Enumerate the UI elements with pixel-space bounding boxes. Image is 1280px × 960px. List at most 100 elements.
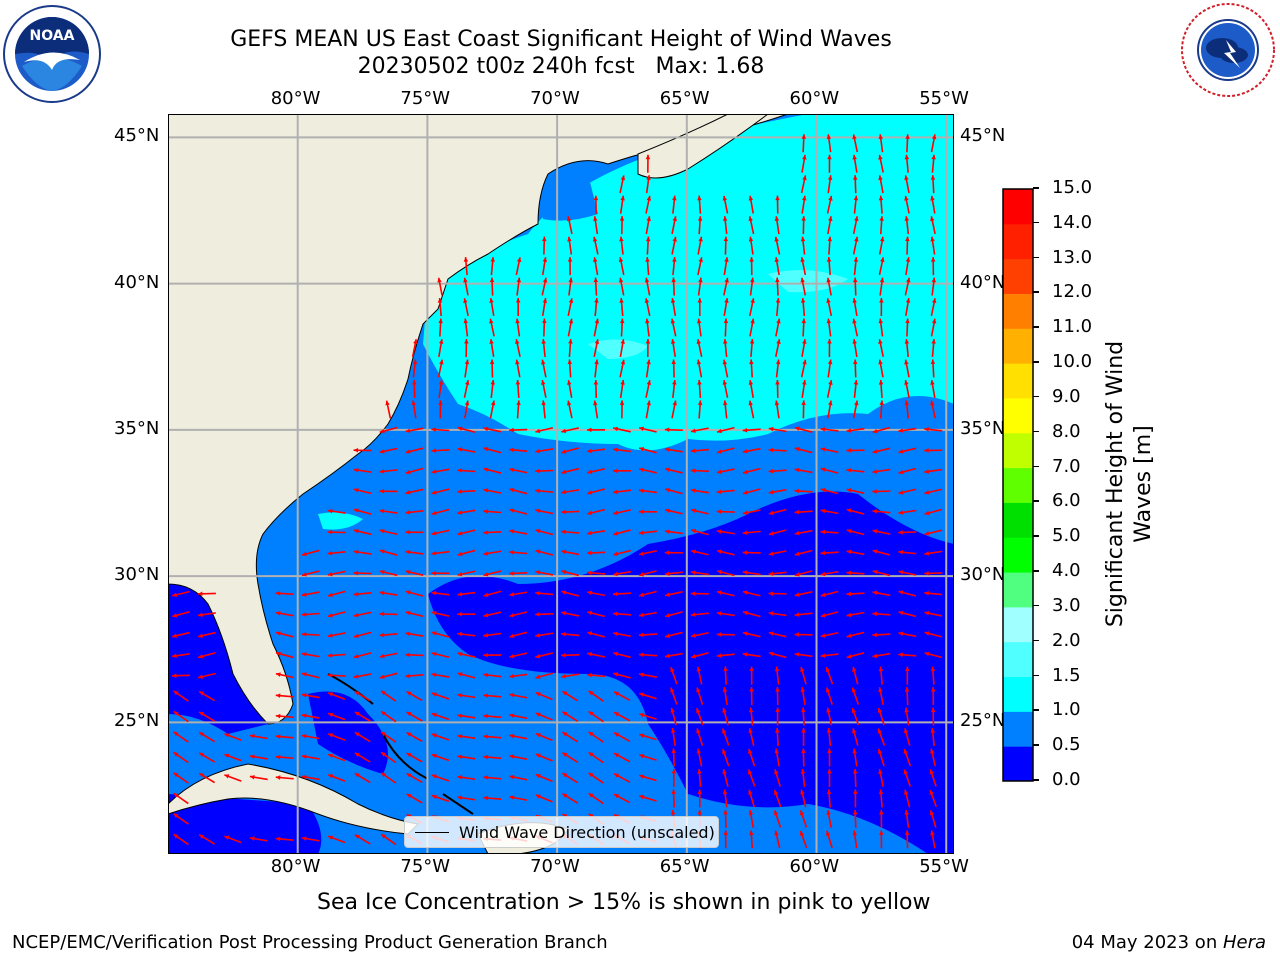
wave-direction-arrow — [535, 672, 554, 679]
wave-direction-arrow — [587, 610, 605, 618]
wave-direction-arrow — [613, 549, 631, 557]
wave-direction-arrow — [846, 427, 865, 433]
wave-direction-arrow — [464, 338, 469, 358]
colorbar-segment — [1003, 676, 1033, 712]
wave-direction-arrow — [671, 216, 677, 235]
wave-direction-arrow — [567, 298, 574, 317]
wave-direction-arrow — [872, 529, 891, 535]
colorbar-segment — [1003, 189, 1033, 225]
wave-direction-arrow — [515, 359, 521, 378]
wave-direction-arrow — [457, 754, 476, 760]
land-us-east-coast — [168, 114, 789, 725]
wave-direction-arrow — [645, 195, 652, 214]
wave-direction-arrow — [930, 318, 937, 337]
wave-direction-arrow — [800, 359, 807, 378]
wave-direction-arrow — [768, 529, 787, 536]
legend-line-swatch — [415, 831, 449, 833]
wave-direction-arrow — [801, 748, 806, 767]
wave-direction-arrow — [826, 809, 832, 828]
wave-direction-arrow — [509, 631, 528, 638]
wave-direction-arrow — [872, 447, 891, 454]
y-tick-label: 40°N — [114, 271, 160, 293]
wave-direction-arrow — [405, 447, 424, 454]
wave-direction-arrow — [697, 298, 703, 317]
wave-direction-arrow — [930, 830, 936, 849]
wave-direction-arrow — [878, 195, 884, 214]
wave-direction-arrow — [846, 508, 865, 515]
wave-direction-arrow — [774, 830, 781, 849]
colorbar-tick-label: 6.0 — [1052, 490, 1081, 512]
y-tick-label: 45°N — [960, 125, 1006, 147]
wave-direction-arrow — [878, 359, 884, 378]
wave-direction-arrow — [594, 359, 599, 378]
wave-direction-arrow — [930, 666, 936, 685]
wave-direction-arrow — [535, 427, 554, 434]
colorbar-label: Significant Height of Wind Waves [m] — [1102, 341, 1158, 627]
wave-direction-arrow — [930, 359, 936, 378]
wave-direction-arrow — [405, 549, 424, 555]
wave-direction-arrow — [587, 427, 606, 433]
wave-direction-arrow — [690, 612, 709, 617]
colorbar-tick — [1033, 221, 1039, 224]
wave-direction-arrow — [639, 713, 657, 720]
wave-direction-arrow — [800, 666, 807, 685]
wave-direction-arrow — [722, 359, 729, 378]
wave-direction-arrow — [826, 257, 832, 276]
colorbar-segment — [1003, 641, 1033, 678]
wave-direction-arrow — [853, 195, 859, 214]
wave-direction-arrow — [898, 509, 917, 515]
wave-direction-arrow — [593, 216, 599, 235]
wave-direction-arrow — [639, 794, 657, 802]
wave-direction-arrow — [301, 570, 320, 577]
wave-direction-arrow — [827, 175, 833, 194]
wave-direction-arrow — [924, 631, 943, 638]
colorbar-tick-label: 3.0 — [1052, 594, 1081, 616]
colorbar-tick-label: 10.0 — [1052, 351, 1093, 373]
wave-direction-arrow — [924, 611, 943, 617]
wave-direction-arrow — [613, 772, 631, 783]
colorbar-tick — [1033, 535, 1039, 537]
wave-direction-arrow — [197, 612, 216, 618]
wave-direction-arrow — [898, 530, 917, 535]
wave-direction-arrow — [405, 590, 424, 597]
wave-direction-arrow — [353, 570, 372, 576]
wave-direction-arrow — [301, 652, 320, 658]
wave-direction-arrow — [645, 216, 651, 235]
wave-direction-arrow — [827, 400, 833, 419]
wave-direction-arrow — [619, 359, 626, 378]
wave-direction-arrow — [509, 487, 528, 495]
wave-direction-arrow — [846, 448, 865, 453]
wave-direction-arrow — [438, 379, 444, 398]
colorbar-tick — [1033, 709, 1039, 711]
wave-direction-arrow — [431, 488, 450, 495]
wave-direction-arrow — [437, 359, 444, 378]
wave-direction-arrow — [671, 748, 676, 767]
wave-direction-arrow — [457, 468, 476, 473]
wave-direction-arrow — [405, 509, 424, 515]
wave-direction-arrow — [670, 338, 677, 358]
wave-direction-arrow — [903, 748, 912, 767]
wave-direction-arrow — [645, 400, 651, 419]
wave-direction-arrow — [904, 707, 910, 726]
wave-direction-arrow — [827, 236, 833, 255]
chart-subtitle: 20230502 t00z 240h fcst Max: 1.68 — [357, 54, 765, 79]
wave-direction-arrow — [431, 529, 450, 536]
colorbar-tick-label: 7.0 — [1052, 455, 1081, 477]
wave-direction-arrow — [852, 768, 858, 787]
wave-direction-arrow — [794, 509, 813, 515]
wave-direction-arrow — [249, 754, 268, 760]
colorbar-tick — [1033, 187, 1039, 189]
wave-direction-arrow — [645, 175, 651, 194]
wave-direction-arrow — [412, 359, 418, 378]
wave-direction-arrow — [820, 488, 839, 495]
wave-direction-arrow — [515, 257, 522, 276]
wave-direction-arrow — [587, 590, 606, 597]
wave-direction-arrow — [353, 549, 372, 555]
map-svg — [167, 113, 955, 855]
wave-direction-arrow — [645, 154, 651, 173]
wave-direction-arrow — [898, 427, 917, 433]
wave-direction-arrow — [431, 733, 450, 741]
wave-direction-arrow — [671, 236, 677, 255]
wave-direction-arrow — [535, 612, 554, 617]
wave-direction-arrow — [905, 298, 911, 317]
